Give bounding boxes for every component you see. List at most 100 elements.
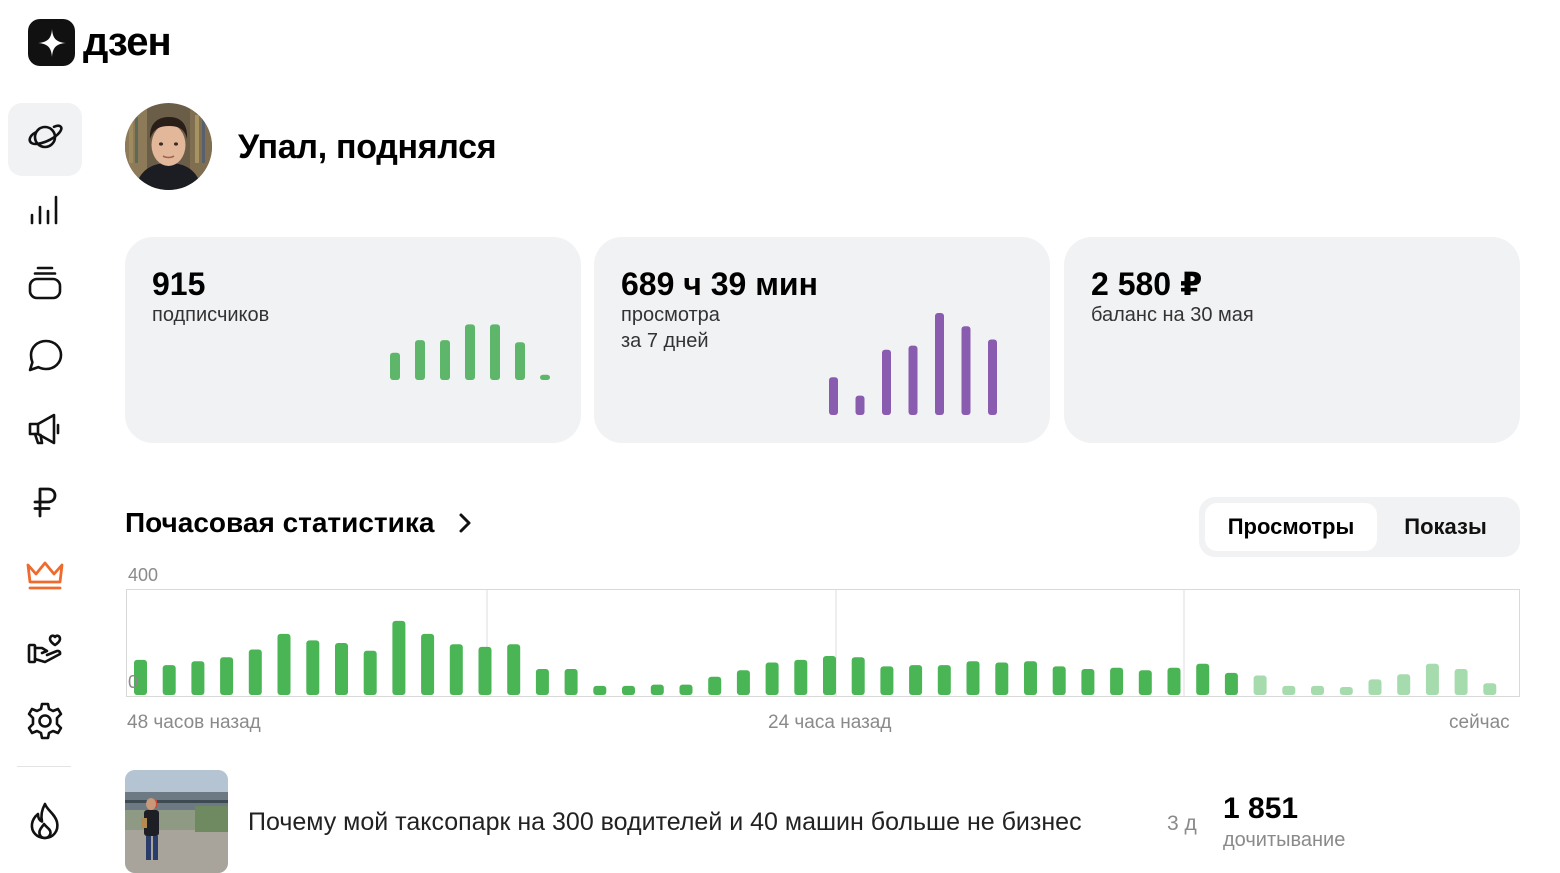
hourly-bar[interactable] [650, 684, 664, 695]
crown-icon [25, 558, 65, 597]
hourly-bar[interactable] [880, 666, 894, 695]
hourly-bar[interactable] [335, 643, 348, 695]
hourly-bar[interactable] [1196, 663, 1210, 695]
hourly-bar[interactable] [277, 633, 291, 695]
hourly-bar[interactable] [736, 670, 750, 695]
sidebar-item-channel[interactable] [8, 103, 82, 176]
watch-time-sparkline-bar [961, 326, 971, 415]
channel-avatar[interactable] [125, 103, 212, 190]
watch-time-card[interactable]: 689 ч 39 мин просмотра за 7 дней [594, 237, 1050, 443]
sidebar-item-promotion[interactable] [8, 395, 82, 468]
subscribers-card[interactable]: 915 подписчиков [125, 237, 581, 443]
hourly-bar[interactable] [622, 685, 635, 695]
x-axis-label-start: 48 часов назад [127, 712, 261, 733]
layers-icon [27, 265, 63, 306]
hourly-bar[interactable] [162, 665, 176, 695]
article-read-count: 1 851 [1223, 792, 1299, 825]
megaphone-icon [26, 410, 64, 453]
hourly-bar[interactable] [1368, 679, 1382, 695]
sidebar-item-settings[interactable] [8, 687, 82, 760]
hourly-bar[interactable] [1138, 670, 1152, 695]
hourly-bar[interactable] [909, 665, 923, 695]
watch-time-sparkline [829, 313, 997, 415]
watch-time-label-line1: просмотра [621, 304, 720, 326]
hourly-bar[interactable] [392, 620, 406, 695]
hourly-bar[interactable] [564, 669, 578, 695]
article-read-count-label: дочитывание [1223, 829, 1346, 851]
balance-label: баланс на 30 мая [1091, 304, 1254, 326]
tab-views[interactable]: Просмотры [1205, 503, 1377, 551]
sidebar-item-comments[interactable] [8, 322, 82, 395]
gear-icon [25, 701, 65, 746]
hourly-bar[interactable] [1024, 661, 1037, 695]
hourly-bar[interactable] [1081, 669, 1095, 695]
hourly-bar[interactable] [478, 646, 492, 695]
x-axis-label-middle: 24 часа назад [768, 712, 892, 733]
hourly-bar[interactable] [823, 656, 836, 695]
sidebar-item-premium[interactable] [8, 541, 82, 614]
hourly-bar[interactable] [248, 649, 262, 696]
sidebar-divider [17, 766, 71, 767]
hourly-bar[interactable] [593, 685, 607, 695]
subscribers-sparkline [390, 324, 550, 380]
fire-icon [27, 801, 63, 846]
hourly-bar[interactable] [535, 669, 549, 695]
metric-toggle: Просмотры Показы [1199, 497, 1520, 557]
sidebar-item-statistics[interactable] [8, 176, 82, 249]
hourly-bar[interactable] [507, 644, 521, 695]
hourly-bar[interactable] [679, 684, 693, 695]
hourly-bar[interactable] [1483, 683, 1497, 695]
sidebar-item-trending[interactable] [8, 787, 82, 860]
planet-icon [26, 118, 64, 161]
hourly-bar[interactable] [363, 650, 377, 695]
tab-impressions[interactable]: Показы [1404, 514, 1487, 539]
watch-time-sparkline-bar [935, 313, 944, 415]
watch-time-sparkline-bar [882, 349, 891, 415]
hourly-bar[interactable] [1339, 687, 1353, 695]
hourly-stats-link[interactable]: Почасовая статистика [125, 507, 472, 539]
hourly-bar[interactable] [220, 657, 234, 695]
hourly-bar[interactable] [794, 659, 808, 695]
hourly-bar[interactable] [1282, 685, 1296, 695]
hourly-bar[interactable] [995, 662, 1009, 696]
hourly-bar[interactable] [1052, 666, 1066, 695]
hourly-bar[interactable] [1167, 667, 1181, 695]
chevron-right-icon [458, 512, 472, 534]
hourly-bar[interactable] [1311, 685, 1324, 695]
hourly-stats-title: Почасовая статистика [125, 507, 435, 538]
hourly-bar[interactable] [937, 665, 951, 695]
hourly-bar[interactable] [765, 662, 779, 696]
y-axis-min-label: 0 [128, 672, 139, 692]
watch-time-sparkline-bar [908, 345, 918, 415]
hourly-bar[interactable] [966, 661, 980, 695]
watch-time-sparkline-bar [988, 339, 997, 415]
subscribers-sparkline-bar [390, 352, 400, 380]
article-title[interactable]: Почему мой таксопарк на 300 водителей и … [248, 808, 1082, 836]
subscribers-sparkline-bar [465, 324, 475, 380]
balance-card[interactable]: 2 580 ₽ баланс на 30 мая [1064, 237, 1520, 443]
y-axis-max-label: 400 [128, 565, 159, 585]
hourly-bar[interactable] [306, 640, 320, 695]
sidebar-item-donations[interactable] [8, 614, 82, 687]
hourly-bar[interactable] [134, 659, 147, 695]
hourly-bar[interactable] [1224, 672, 1238, 695]
article-thumbnail[interactable] [125, 770, 228, 873]
hourly-bar[interactable] [191, 661, 205, 695]
subscribers-sparkline-bar [515, 342, 525, 380]
hourly-bar[interactable] [1454, 669, 1468, 695]
hourly-bar[interactable] [708, 676, 722, 695]
hourly-bar[interactable] [1397, 674, 1411, 695]
subscribers-sparkline-bar [490, 324, 500, 380]
subscribers-sparkline-bar [415, 340, 425, 380]
sidebar-item-monetization[interactable] [8, 468, 82, 541]
dzen-logo[interactable]: дзен [28, 19, 172, 66]
hourly-bar[interactable] [851, 657, 865, 695]
subscribers-value: 915 [152, 266, 206, 302]
hourly-bar[interactable] [449, 644, 463, 695]
hourly-bar[interactable] [1110, 667, 1124, 695]
hourly-bar[interactable] [421, 633, 435, 695]
hourly-bar[interactable] [1253, 675, 1267, 696]
watch-time-sparkline-bar [829, 377, 838, 415]
sidebar-item-publications[interactable] [8, 249, 82, 322]
hourly-bar[interactable] [1425, 663, 1439, 695]
